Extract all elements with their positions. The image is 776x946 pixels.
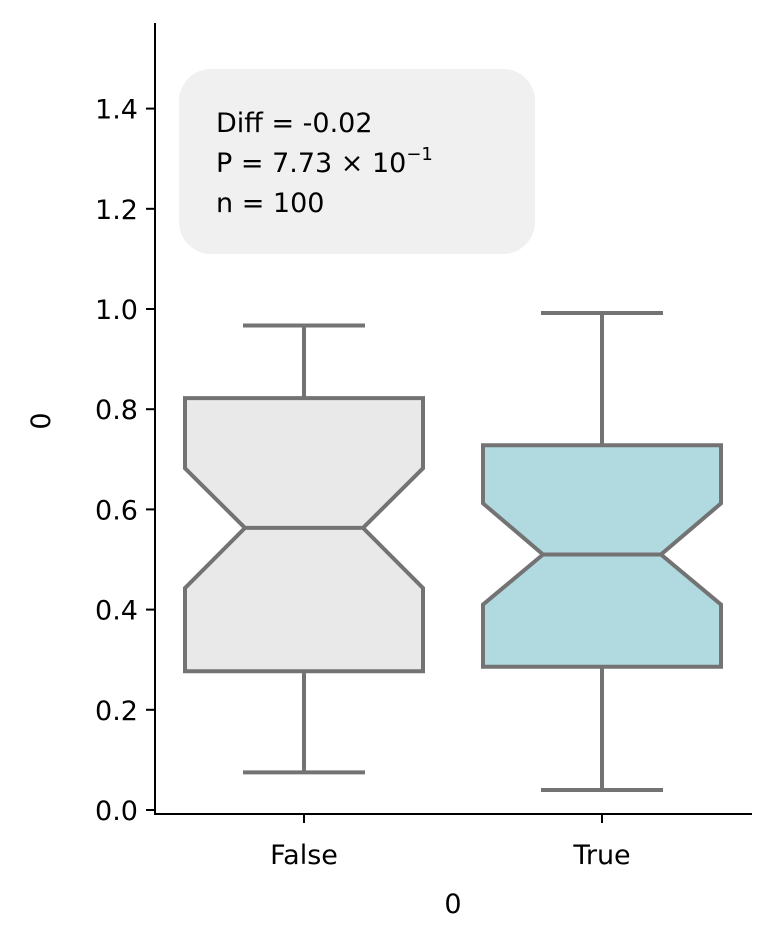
y-tick-label: 1.4 <box>95 95 138 126</box>
y-axis-title: 0 <box>26 412 57 429</box>
x-tick-label: False <box>270 840 338 871</box>
y-tick-label: 0.8 <box>95 395 138 426</box>
y-ticks-layer: 0.0 0.2 0.4 0.6 0.8 1.0 1.2 1.4 <box>95 95 155 827</box>
stats-p-exponent: −1 <box>406 144 433 165</box>
stats-p-prefix: P = 7.73 × 10 <box>216 148 406 179</box>
x-tick-label: True <box>572 840 630 871</box>
boxes-layer <box>183 311 723 792</box>
stats-diff: Diff = -0.02 <box>216 108 373 139</box>
stats-annotation: Diff = -0.02 P = 7.73 × 10−1 n = 100 <box>179 69 535 254</box>
y-tick-label: 0.4 <box>95 596 138 627</box>
x-ticks-layer: False True <box>270 814 631 871</box>
y-tick-label: 0.2 <box>95 696 138 727</box>
stats-p-value: P = 7.73 × 10−1 <box>216 144 433 179</box>
y-tick-label: 1.2 <box>95 195 138 226</box>
box-false <box>183 396 425 674</box>
stats-n: n = 100 <box>216 188 324 219</box>
y-tick-label: 0.0 <box>95 796 138 827</box>
y-tick-label: 1.0 <box>95 295 138 326</box>
y-tick-label: 0.6 <box>95 495 138 526</box>
x-axis-title: 0 <box>444 889 461 920</box>
stats-annotation-background <box>179 69 535 254</box>
